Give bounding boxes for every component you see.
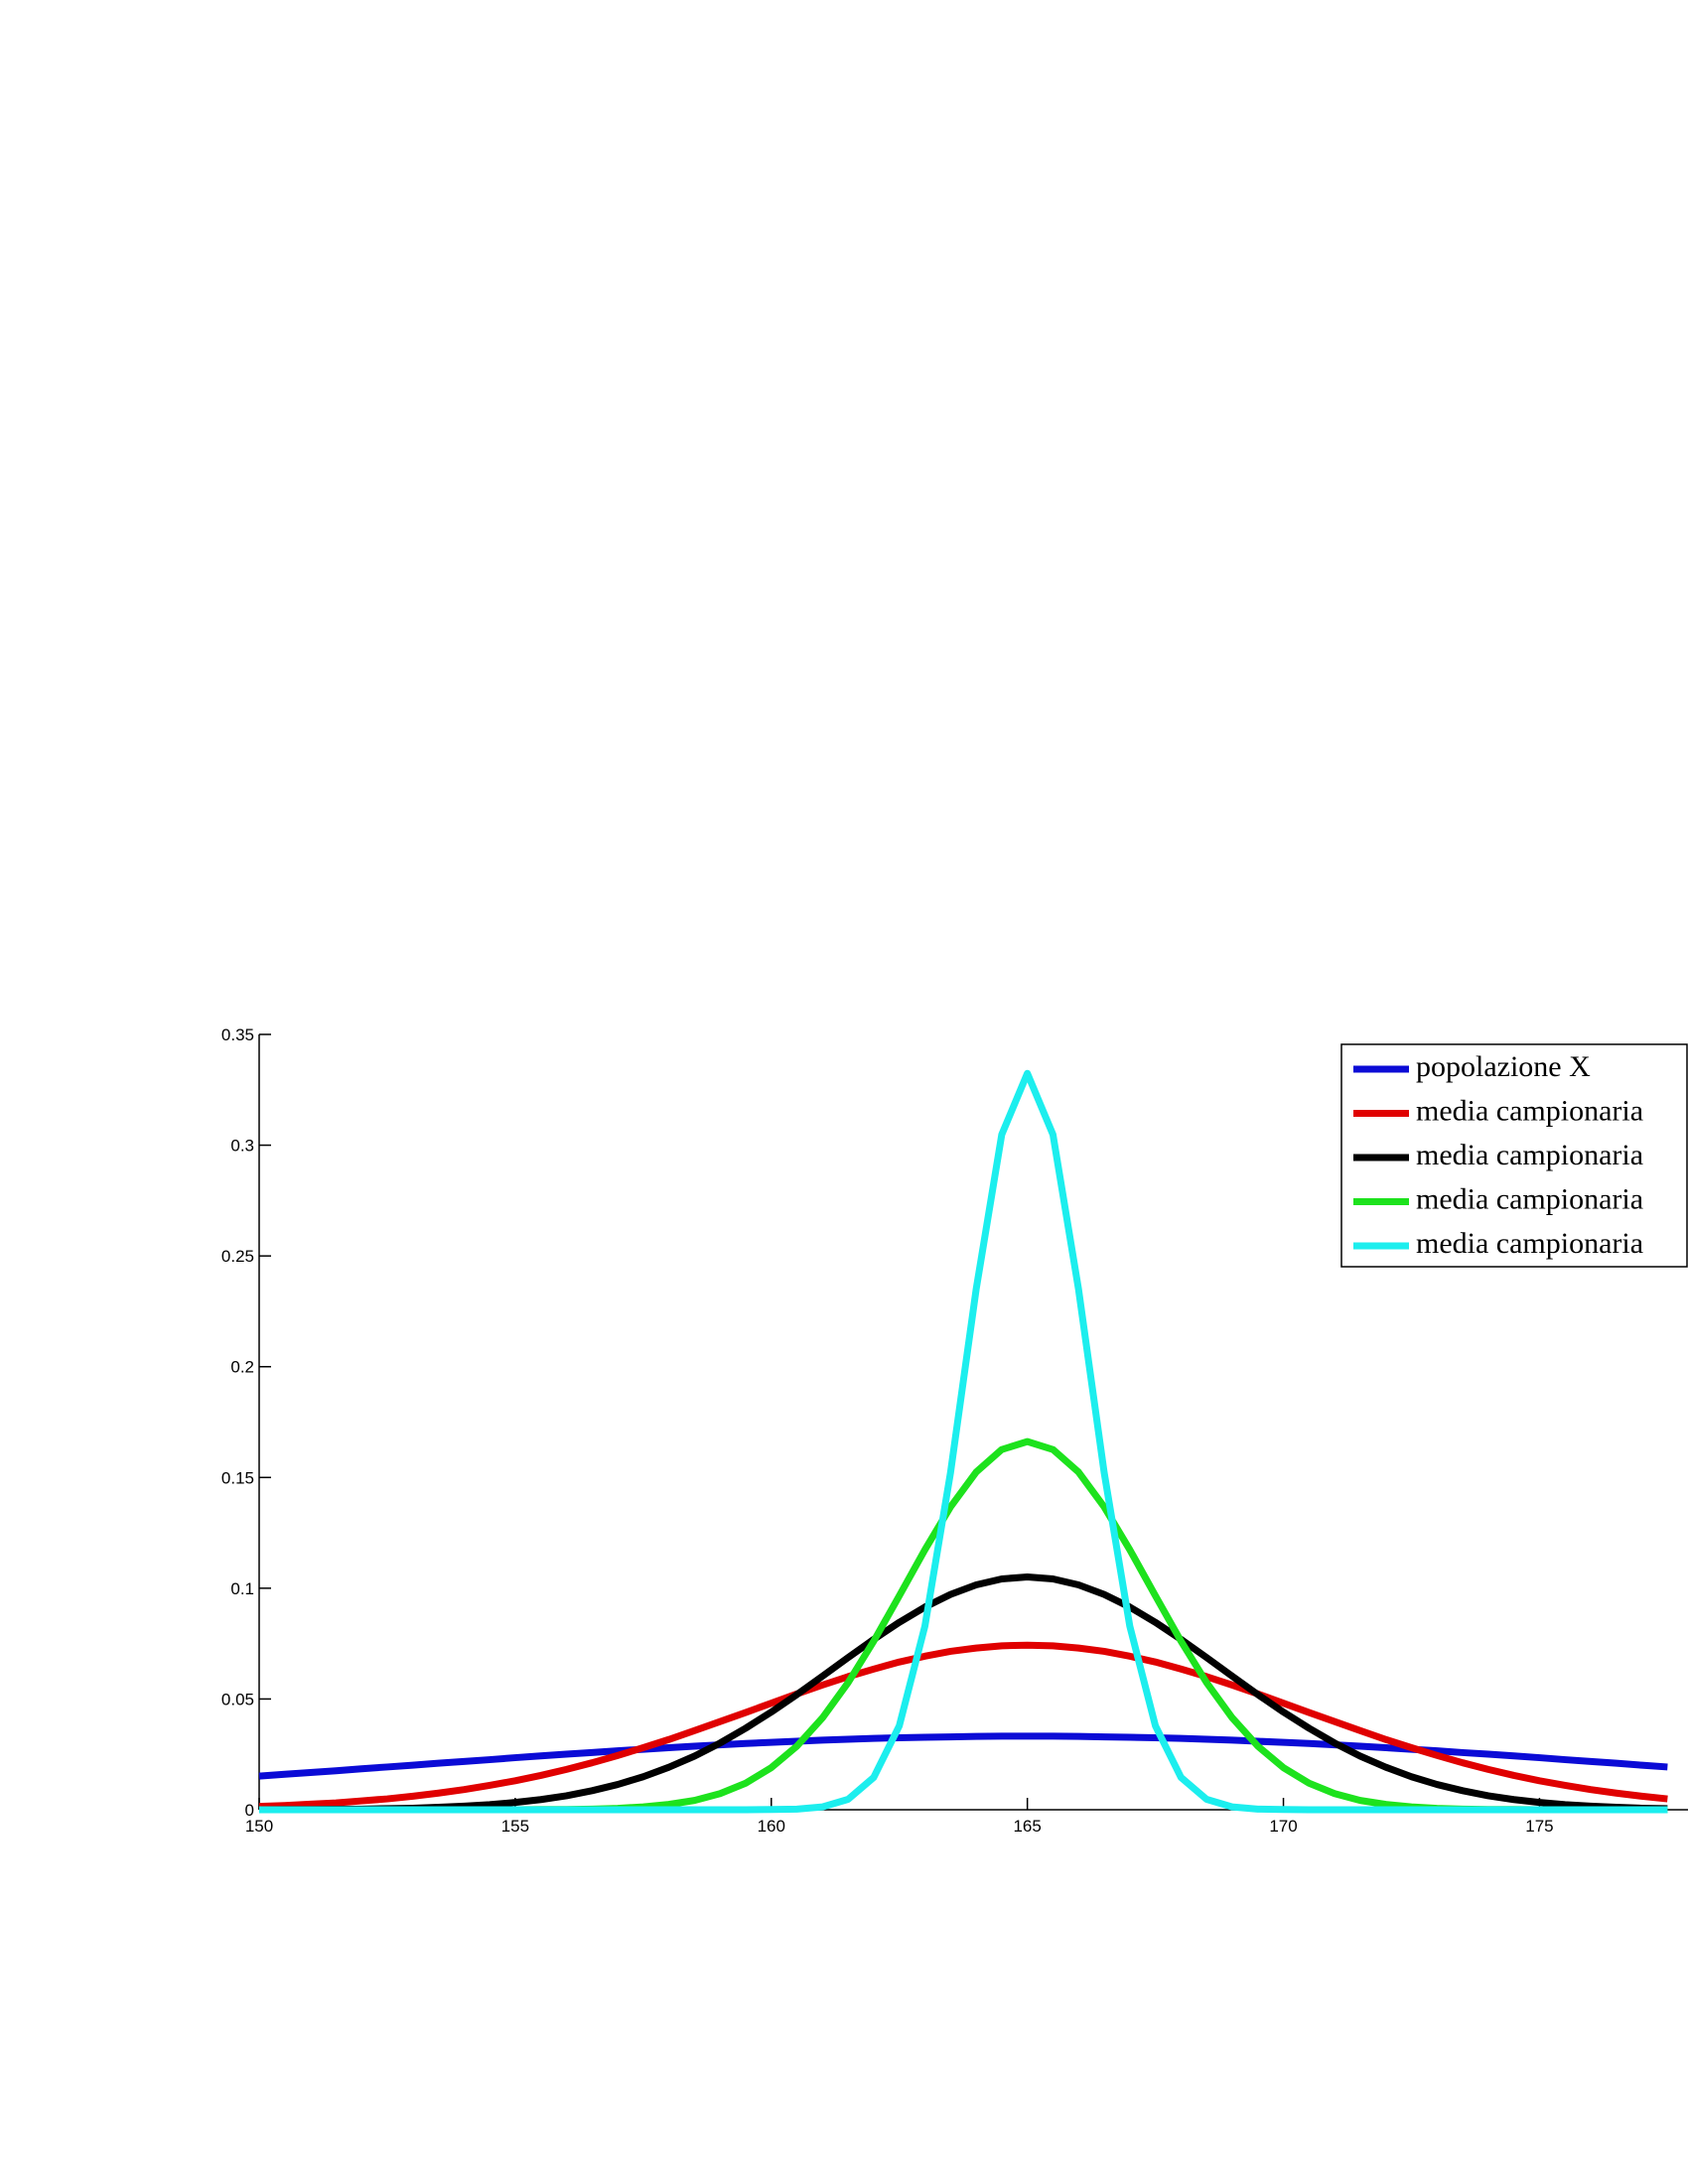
legend-label: media campionaria xyxy=(1416,1139,1643,1171)
y-tick-label: 0.3 xyxy=(230,1137,254,1156)
series-line xyxy=(258,1732,1668,1780)
series-line xyxy=(259,1069,1668,1814)
x-tick-label: 160 xyxy=(758,1817,785,1836)
legend-label: media campionaria xyxy=(1416,1227,1643,1260)
y-tick-label: 0.2 xyxy=(230,1358,254,1377)
x-tick-label: 175 xyxy=(1525,1817,1553,1836)
x-tick-label: 155 xyxy=(501,1817,529,1836)
y-tick-label: 0.05 xyxy=(221,1690,254,1708)
y-tick-label: 0 xyxy=(245,1801,254,1820)
y-tick-label: 0.35 xyxy=(221,1025,254,1044)
series-line xyxy=(258,1641,1668,1811)
y-tick-label: 0.15 xyxy=(221,1468,254,1487)
x-tick-label: 170 xyxy=(1269,1817,1297,1836)
x-tick-label: 150 xyxy=(245,1817,273,1836)
legend-label: media campionaria xyxy=(1416,1094,1643,1127)
y-tick-label: 0.25 xyxy=(221,1247,254,1266)
series-line xyxy=(258,1572,1668,1814)
y-tick-label: 0.1 xyxy=(230,1579,254,1598)
legend-label: media campionaria xyxy=(1416,1182,1643,1215)
legend-label: popolazione X xyxy=(1416,1050,1591,1083)
x-tick-label: 165 xyxy=(1013,1817,1041,1836)
